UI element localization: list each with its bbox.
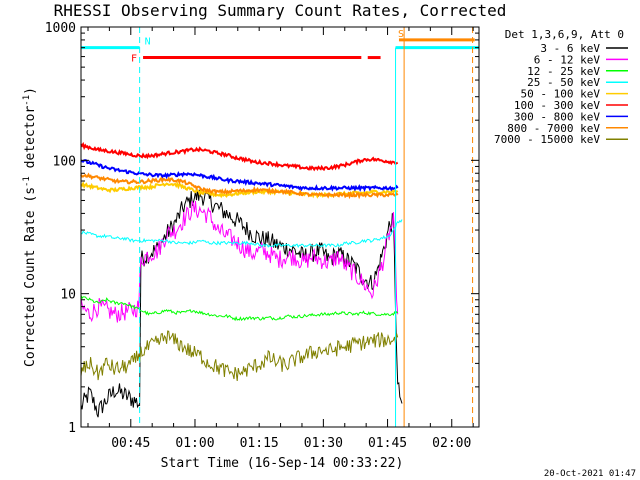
x-tick-label: 01:15 — [240, 436, 279, 451]
series-line — [80, 201, 399, 323]
night-label: N — [145, 37, 151, 48]
series-line — [80, 295, 399, 322]
x-axis-label: Start Time (16-Sep-14 00:33:22) — [161, 456, 404, 471]
y-tick-label: 10 — [60, 288, 76, 303]
y-ticks: 1 10 100 1000 — [45, 21, 479, 436]
flare-label: F — [131, 54, 137, 65]
x-tick-label: 01:45 — [368, 436, 407, 451]
legend-entry: 3 - 6 keV — [540, 42, 600, 55]
footer-date: 20-Oct-2021 01:47 — [544, 469, 636, 479]
series-line — [80, 219, 403, 249]
legend-entry: 6 - 12 keV — [534, 53, 601, 66]
series-line — [80, 172, 399, 200]
legend-entry: 50 - 100 keV — [521, 88, 601, 101]
legend-entry: 800 - 7000 keV — [507, 122, 600, 135]
series-line — [80, 330, 399, 381]
legend-entry: 7000 - 15000 keV — [494, 133, 600, 146]
plot-frame — [80, 26, 480, 428]
status-bars-layer: NF S — [81, 27, 479, 427]
x-tick-label: 01:30 — [304, 436, 343, 451]
legend-header: Det 1,3,6,9, Att 0 — [505, 28, 624, 41]
x-tick-label: 02:00 — [432, 436, 471, 451]
x-tick-label: 01:00 — [175, 436, 214, 451]
y-axis-label: Corrected Count Rate (s-1 detector-1) — [22, 87, 38, 367]
legend-entry: 25 - 50 keV — [527, 76, 600, 89]
y-tick-label: 1000 — [45, 21, 76, 36]
legend-entry: 12 - 25 keV — [527, 65, 600, 78]
legend-entry: 300 - 800 keV — [514, 110, 600, 123]
saa-label: S — [398, 29, 404, 40]
chart-title: RHESSI Observing Summary Count Rates, Co… — [54, 1, 507, 20]
series-layer — [80, 141, 403, 418]
x-tick-label: 00:45 — [111, 436, 150, 451]
series-line — [80, 159, 399, 193]
series-line — [80, 141, 399, 172]
y-tick-label: 100 — [53, 154, 76, 169]
y-tick-label: 1 — [68, 421, 76, 436]
legend-entry: 100 - 300 keV — [514, 99, 600, 112]
x-ticks: 00:45 01:00 01:15 01:30 01:45 02:00 — [87, 27, 474, 451]
series-line — [80, 189, 403, 418]
